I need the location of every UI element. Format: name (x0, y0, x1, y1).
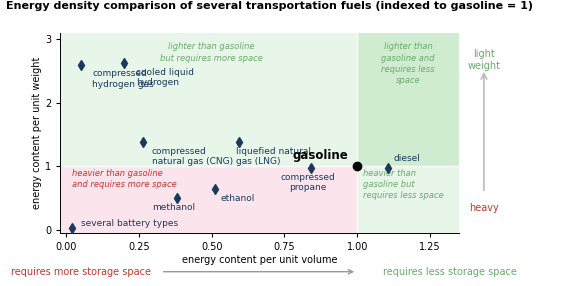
Text: requires less storage space: requires less storage space (383, 267, 517, 277)
Text: diesel: diesel (394, 154, 421, 164)
Text: heavy: heavy (469, 203, 499, 213)
X-axis label: energy content per unit volume: energy content per unit volume (182, 255, 338, 265)
Text: lighter than
gasoline and
requires less
space: lighter than gasoline and requires less … (382, 42, 435, 85)
Text: lighter than gasoline
but requires more space: lighter than gasoline but requires more … (160, 42, 263, 63)
Text: methanol: methanol (152, 202, 195, 212)
Text: cooled liquid
hydrogen: cooled liquid hydrogen (136, 68, 194, 87)
Bar (357, 33, 459, 166)
Text: requires more storage space: requires more storage space (11, 267, 151, 277)
Text: Energy density comparison of several transportation fuels (indexed to gasoline =: Energy density comparison of several tra… (6, 1, 533, 11)
Bar (357, 166, 459, 233)
Text: gasoline: gasoline (293, 149, 348, 162)
Text: compressed
propane: compressed propane (281, 173, 335, 192)
Text: light
weight: light weight (467, 49, 501, 71)
Bar (60, 33, 357, 166)
Text: heavier than
gasoline but
requires less space: heavier than gasoline but requires less … (363, 169, 444, 200)
Text: liquefied natural
gas (LNG): liquefied natural gas (LNG) (236, 147, 312, 166)
Y-axis label: energy content per unit weight: energy content per unit weight (32, 57, 42, 209)
Text: several battery types: several battery types (81, 219, 178, 228)
Text: ethanol: ethanol (220, 194, 255, 203)
Text: compressed
hydrogen gas: compressed hydrogen gas (92, 69, 154, 88)
Text: heavier than gasoline
and requires more space: heavier than gasoline and requires more … (72, 169, 177, 189)
Text: compressed
natural gas (CNG): compressed natural gas (CNG) (152, 147, 233, 166)
Bar (60, 166, 357, 233)
